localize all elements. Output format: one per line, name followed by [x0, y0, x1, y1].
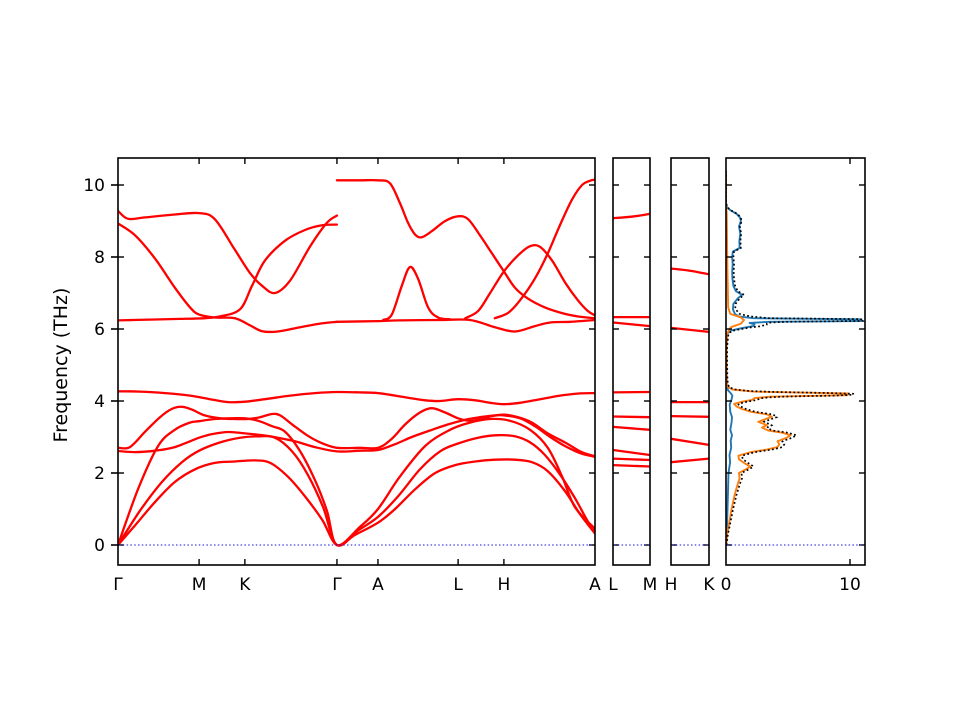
axes-layer: [111, 157, 866, 566]
phonon-band: [671, 437, 709, 447]
dos-tick-label: 10: [839, 575, 861, 595]
phonon-band: [335, 318, 595, 333]
phonon-band: [118, 405, 595, 458]
phonon-band: [118, 416, 595, 547]
phonon-band: [613, 212, 650, 220]
band-main-frame: [117, 157, 596, 566]
phonon-band: [613, 415, 650, 419]
dos-box: [725, 157, 866, 566]
phonon-band: [118, 390, 595, 406]
kpoint-label: Γ: [113, 575, 123, 595]
phonon-band: [335, 178, 595, 320]
phonon-band: [613, 448, 650, 457]
phonon-band: [464, 243, 595, 320]
kpoint-label: H: [665, 575, 678, 595]
band-main-bands: [118, 178, 595, 547]
phonon-band: [118, 458, 595, 547]
phonon-band: [671, 267, 709, 276]
band-HK-box: [670, 157, 710, 566]
phonon-band: [613, 457, 650, 462]
kpoint-label: M: [643, 575, 658, 595]
phonon-band: [613, 463, 650, 468]
phonon-band: [613, 425, 650, 431]
ytick-label: 4: [94, 392, 105, 412]
pdos-atom2-curve: [726, 170, 850, 546]
dos-frame: [725, 157, 866, 566]
band-LM-bands: [613, 212, 650, 468]
phonon-band: [118, 223, 339, 322]
kpoint-label: A: [372, 575, 384, 595]
kpoint-label: L: [453, 575, 463, 595]
ytick-label: 0: [94, 536, 105, 556]
ytick-label: 6: [94, 320, 105, 340]
kpoint-label: Γ: [332, 575, 342, 595]
kpoint-label: K: [239, 575, 251, 595]
ytick-label: 8: [94, 248, 105, 268]
kpoint-label: K: [703, 575, 715, 595]
band-LM-frame: [612, 157, 651, 566]
curves-layer: [118, 169, 865, 547]
phonon-band: [382, 265, 452, 322]
phonon-band: [671, 414, 709, 418]
ytick-label: 10: [83, 176, 105, 196]
band-HK-frame: [670, 157, 710, 566]
dos-curves: [726, 169, 865, 546]
kpoint-label: M: [192, 575, 207, 595]
band-main-box: [117, 157, 596, 566]
band-LM-box: [612, 157, 651, 566]
y-axis-title: Frequency (THz): [50, 288, 72, 443]
phonon-band: [118, 222, 339, 334]
phonon-band: [118, 413, 595, 458]
ytick-label: 2: [94, 464, 105, 484]
phonon-band: [671, 326, 709, 334]
band-HK-bands: [671, 267, 709, 464]
phonon-band: [118, 433, 595, 547]
pdos-atom1-curve: [726, 170, 863, 546]
kpoint-label: H: [497, 575, 510, 595]
dos-tick-label: 0: [721, 575, 732, 595]
phonon-band: [493, 178, 595, 320]
dos-total-curve: [726, 169, 865, 546]
phonon-band: [613, 321, 650, 328]
phonon-band: [118, 209, 339, 295]
kpoint-label: L: [608, 575, 618, 595]
phonon-band: [671, 457, 709, 464]
kpoint-label: A: [589, 575, 601, 595]
